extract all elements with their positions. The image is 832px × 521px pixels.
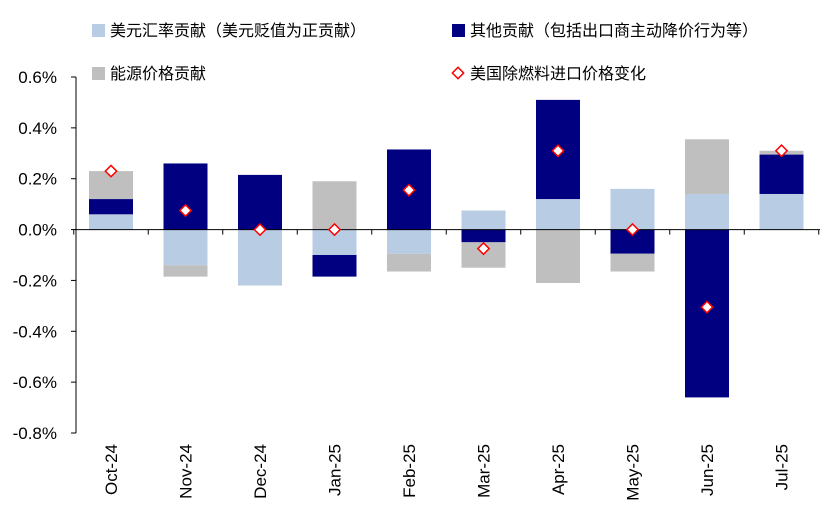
legend-marker-import (451, 66, 465, 80)
markers (104, 144, 789, 314)
bar-usd-oct-24 (89, 214, 133, 230)
bar-energy-may-25 (610, 253, 655, 272)
bar-usd-may-25 (610, 188, 655, 230)
bar-usd-apr-25 (536, 199, 580, 230)
bar-usd-nov-24 (163, 229, 208, 266)
marker-import-may-25 (625, 222, 640, 237)
x-tick-label: Jan-25 (326, 444, 345, 496)
legend-label-usd: 美元汇率贡献（美元贬值为正贡献） (110, 22, 366, 40)
x-axis: Oct-24 Nov-24 Dec-24 Jan-25 Feb-25 Mar-25 Apr-… (102, 444, 792, 501)
marker-import-dec-24 (253, 222, 267, 237)
x-tick-label: Jul-25 (773, 444, 792, 490)
y-tick-label: -0.6% (13, 373, 57, 392)
bar-energy-jan-25 (312, 181, 357, 230)
bar-other-jul-25 (759, 154, 804, 194)
x-tick-label: May-25 (624, 444, 643, 501)
legend-label-other: 其他贡献（包括出口商主动降价行为等） (470, 22, 758, 40)
y-tick-label: 0.4% (18, 119, 57, 138)
x-tick-label: Jun-25 (698, 444, 717, 496)
x-tick-label: Dec-24 (251, 444, 270, 499)
legend-label-energy: 能源价格贡献 (110, 65, 206, 83)
bar-energy-apr-25 (536, 229, 580, 283)
legend: 美元汇率贡献（美元贬值为正贡献） 其他贡献（包括出口商主动降价行为等） 能源价格… (92, 22, 758, 83)
y-tick-label: -0.4% (13, 322, 57, 341)
marker-import-apr-25 (551, 144, 565, 158)
bar-energy-jun-25 (685, 139, 729, 194)
y-axis: 0.6% 0.4% 0.2% 0.0% -0.2% -0.4% -0.6% -0.8% (13, 68, 57, 443)
x-tick-label: Oct-24 (102, 444, 121, 495)
legend-swatch-energy (92, 67, 105, 80)
marker-import-feb-25 (402, 183, 416, 197)
axes-lines (71, 76, 820, 434)
bar-usd-jul-25 (759, 193, 804, 230)
marker-import-oct-24 (104, 164, 118, 178)
bar-energy-feb-25 (387, 253, 431, 272)
marker-import-mar-25 (476, 241, 491, 256)
y-tick-label: 0.0% (18, 221, 57, 240)
bars (89, 99, 804, 398)
y-tick-label: 0.2% (18, 170, 57, 189)
x-tick-label: Feb-25 (400, 444, 419, 498)
x-tick-label: Mar-25 (475, 444, 494, 498)
y-tick-label: -0.8% (13, 424, 57, 443)
y-tick-label: -0.2% (13, 271, 57, 290)
marker-import-jul-25 (774, 144, 789, 158)
bar-usd-feb-25 (387, 229, 431, 254)
bar-energy-nov-24 (163, 265, 208, 277)
x-tick-label: Nov-24 (177, 444, 196, 499)
legend-swatch-other (452, 24, 465, 37)
marker-import-jan-25 (327, 222, 342, 237)
legend-label-import: 美国除燃料进口价格变化 (470, 65, 646, 83)
bar-usd-mar-25 (461, 210, 506, 230)
bar-other-oct-24 (89, 199, 133, 215)
bar-other-nov-24 (163, 163, 208, 230)
bar-usd-dec-24 (238, 229, 282, 286)
marker-import-nov-24 (178, 203, 193, 218)
marker-import-jun-25 (700, 300, 714, 314)
bar-usd-jun-25 (685, 193, 729, 230)
x-tick-label: Apr-25 (549, 444, 568, 495)
y-tick-label: 0.6% (18, 68, 57, 87)
bar-other-jan-25 (312, 255, 357, 277)
legend-swatch-usd (92, 24, 105, 37)
bar-other-mar-25 (461, 229, 506, 243)
bar-other-dec-24 (238, 174, 282, 230)
